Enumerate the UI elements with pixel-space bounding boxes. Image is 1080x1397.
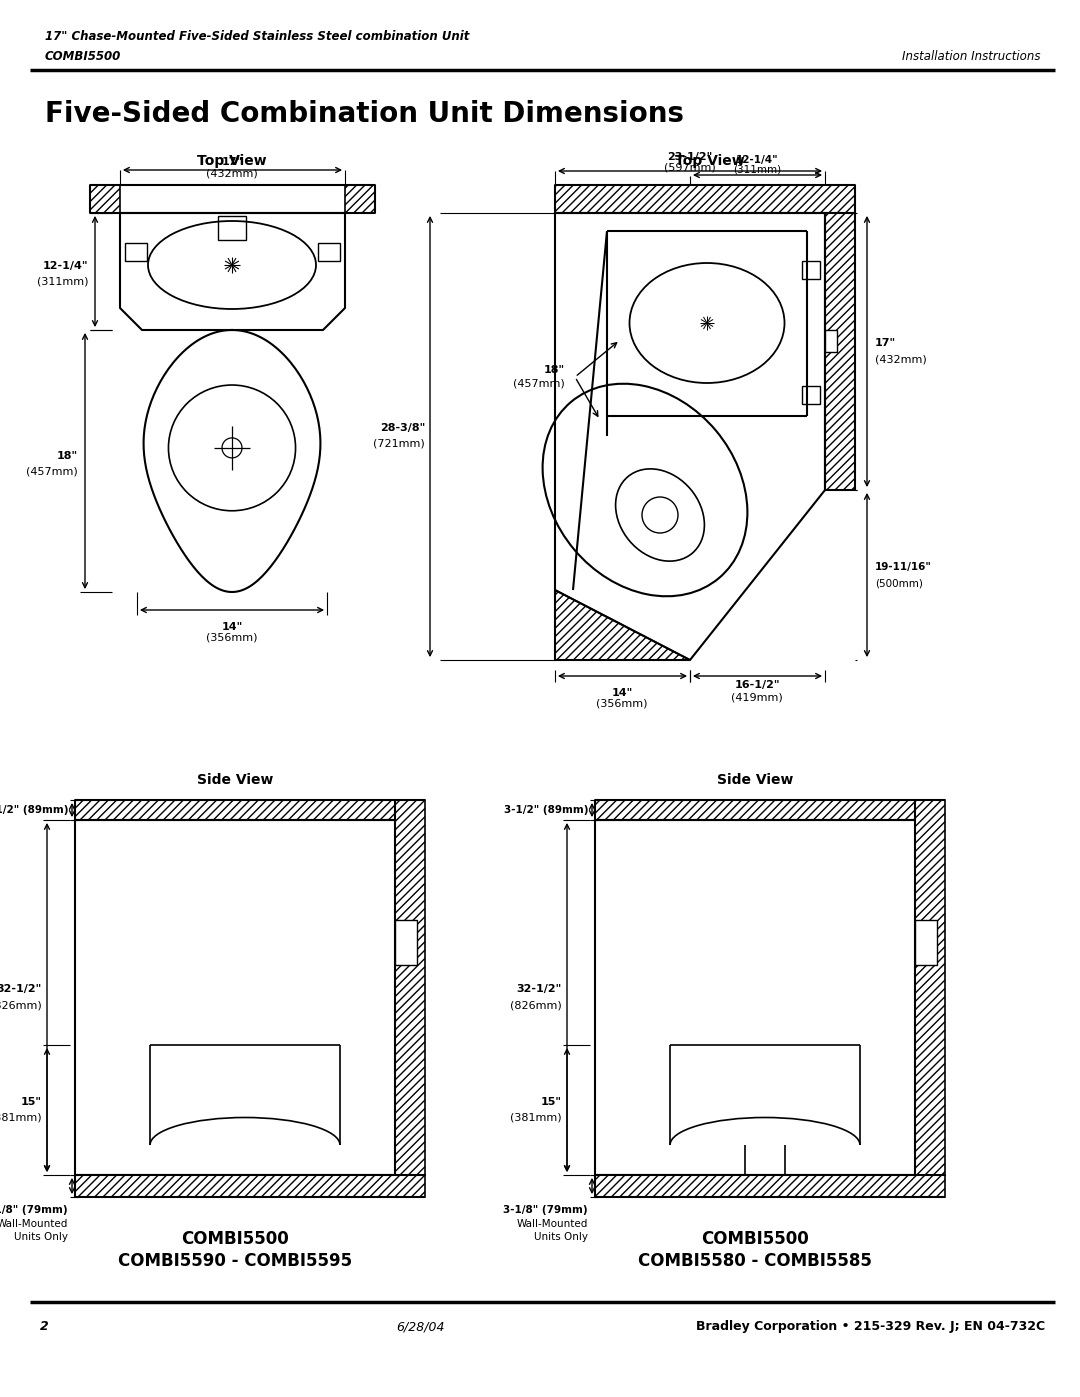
Text: 18": 18" xyxy=(57,451,78,461)
Text: Top View: Top View xyxy=(198,154,267,168)
Text: Top View: Top View xyxy=(675,154,745,168)
Text: (311mm): (311mm) xyxy=(37,277,87,286)
Text: (826mm): (826mm) xyxy=(0,1000,42,1010)
Bar xyxy=(915,800,945,1175)
Text: Bradley Corporation • 215-329 Rev. J; EN 04-732C: Bradley Corporation • 215-329 Rev. J; EN… xyxy=(696,1320,1045,1333)
Text: (311mm): (311mm) xyxy=(733,165,781,175)
Text: 6/28/04: 6/28/04 xyxy=(395,1320,444,1333)
Text: (597mm): (597mm) xyxy=(664,163,716,173)
Text: (500mm): (500mm) xyxy=(875,578,923,588)
Text: Wall-Mounted: Wall-Mounted xyxy=(516,1220,588,1229)
Text: (356mm): (356mm) xyxy=(596,698,648,710)
Bar xyxy=(75,1175,426,1197)
Bar xyxy=(75,800,395,820)
Bar xyxy=(345,184,375,212)
Text: (419mm): (419mm) xyxy=(731,692,783,703)
Bar xyxy=(595,800,915,820)
Text: 12-1/4": 12-1/4" xyxy=(735,155,779,165)
Text: COMBI5500: COMBI5500 xyxy=(45,50,121,63)
Text: (457mm): (457mm) xyxy=(513,379,565,388)
Bar xyxy=(90,184,120,212)
Text: 17": 17" xyxy=(875,338,896,348)
Text: 3-1/2" (89mm): 3-1/2" (89mm) xyxy=(0,805,68,814)
Bar xyxy=(595,1175,945,1197)
Text: (826mm): (826mm) xyxy=(510,1000,562,1010)
Text: Wall-Mounted: Wall-Mounted xyxy=(0,1220,68,1229)
Bar xyxy=(218,217,246,240)
Text: Units Only: Units Only xyxy=(534,1232,588,1242)
Text: 3-1/8" (79mm): 3-1/8" (79mm) xyxy=(0,1206,68,1215)
Bar xyxy=(395,800,426,1175)
Text: 15": 15" xyxy=(541,1097,562,1106)
Text: 3-1/8" (79mm): 3-1/8" (79mm) xyxy=(503,1206,588,1215)
Text: 17": 17" xyxy=(221,156,243,168)
Bar xyxy=(825,330,837,352)
Bar xyxy=(915,921,937,965)
Bar xyxy=(825,212,855,490)
Text: 23-1/2": 23-1/2" xyxy=(667,152,713,162)
Text: COMBI5580 - COMBI5585: COMBI5580 - COMBI5585 xyxy=(638,1252,872,1270)
Text: Five-Sided Combination Unit Dimensions: Five-Sided Combination Unit Dimensions xyxy=(45,101,684,129)
Bar xyxy=(802,261,820,279)
Text: 18": 18" xyxy=(544,365,565,374)
Text: COMBI5590 - COMBI5595: COMBI5590 - COMBI5595 xyxy=(118,1252,352,1270)
Text: (432mm): (432mm) xyxy=(206,168,258,177)
Text: 15": 15" xyxy=(21,1097,42,1106)
Text: 32-1/2": 32-1/2" xyxy=(516,983,562,995)
Text: COMBI5500: COMBI5500 xyxy=(701,1229,809,1248)
Bar xyxy=(318,243,340,261)
Text: (381mm): (381mm) xyxy=(0,1113,42,1123)
Text: 32-1/2": 32-1/2" xyxy=(0,983,42,995)
Bar xyxy=(802,386,820,404)
Text: 17" Chase-Mounted Five-Sided Stainless Steel combination Unit: 17" Chase-Mounted Five-Sided Stainless S… xyxy=(45,29,470,43)
Text: 14": 14" xyxy=(221,622,243,631)
Text: Installation Instructions: Installation Instructions xyxy=(902,50,1040,63)
Text: Side View: Side View xyxy=(197,773,273,787)
Bar xyxy=(75,820,395,1175)
Text: 19-11/16": 19-11/16" xyxy=(875,562,932,571)
Text: 16-1/2": 16-1/2" xyxy=(734,680,780,690)
Bar xyxy=(395,921,417,965)
Bar xyxy=(125,243,147,261)
Text: 28-3/8": 28-3/8" xyxy=(380,423,426,433)
Polygon shape xyxy=(555,590,690,659)
Bar xyxy=(555,184,855,212)
Text: (721mm): (721mm) xyxy=(374,439,426,448)
Text: (457mm): (457mm) xyxy=(26,467,78,476)
Text: 12-1/4": 12-1/4" xyxy=(42,261,87,271)
Text: COMBI5500: COMBI5500 xyxy=(181,1229,288,1248)
Text: Side View: Side View xyxy=(717,773,793,787)
Text: 2: 2 xyxy=(40,1320,49,1333)
Bar xyxy=(595,820,915,1175)
Text: (432mm): (432mm) xyxy=(875,353,927,365)
Text: (356mm): (356mm) xyxy=(206,633,258,643)
Text: 3-1/2" (89mm): 3-1/2" (89mm) xyxy=(503,805,588,814)
Text: (381mm): (381mm) xyxy=(511,1113,562,1123)
Text: Units Only: Units Only xyxy=(14,1232,68,1242)
Text: 14": 14" xyxy=(611,687,633,698)
